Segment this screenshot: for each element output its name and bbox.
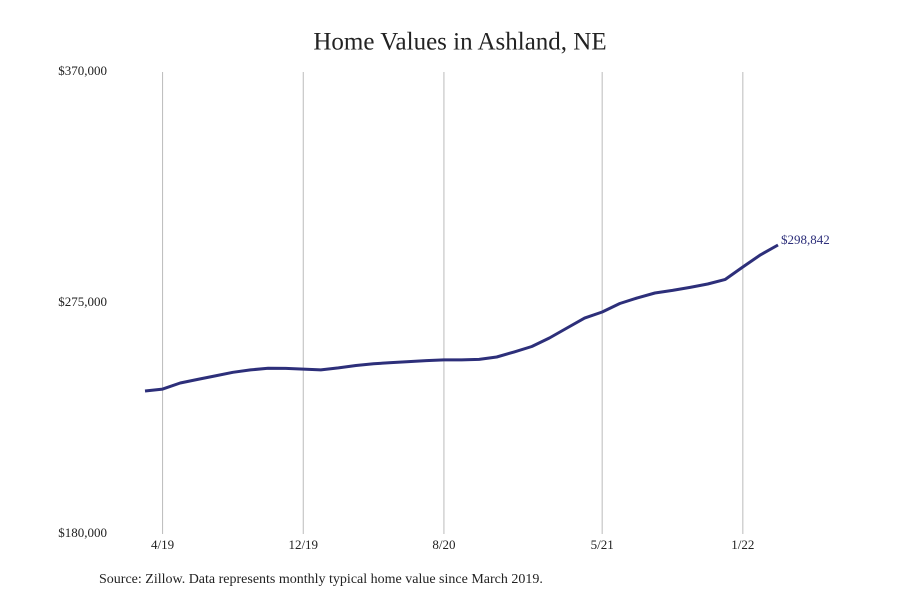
x-tick-label: 8/20 [432, 537, 455, 552]
x-tick-label: 5/21 [591, 537, 614, 552]
line [144, 243, 779, 393]
x-tick-label: 12/19 [288, 537, 318, 552]
chart-title: Home Values in Ashland, NE [313, 29, 606, 56]
source-note: Source: Zillow. Data represents monthly … [99, 572, 543, 587]
x-tick-label: 1/22 [731, 537, 754, 552]
value-label: $298,842 [781, 232, 830, 247]
y-tick-label: $180,000 [58, 525, 107, 540]
y-tick-label: $275,000 [58, 294, 107, 309]
x-tick-label: 4/19 [151, 537, 174, 552]
y-tick-label: $370,000 [58, 63, 107, 78]
